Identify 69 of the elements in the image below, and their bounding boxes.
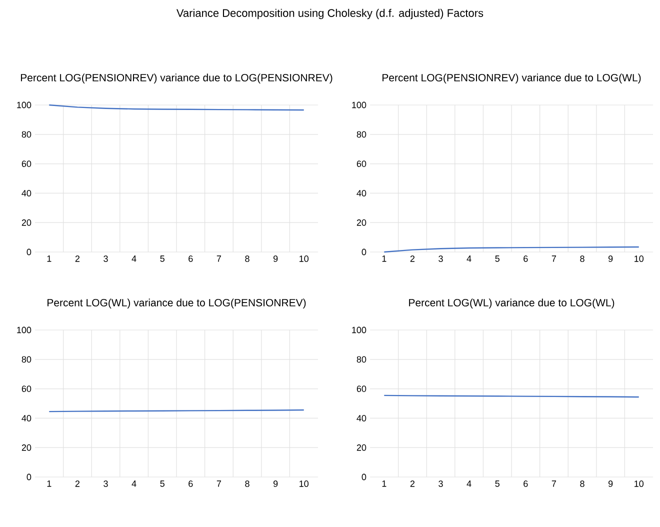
x-tick-label: 3: [104, 480, 108, 487]
x-tick-label: 5: [495, 256, 500, 262]
x-tick-label: 3: [438, 256, 443, 262]
x-tick-label: 2: [410, 480, 415, 487]
x-tick-label: 4: [132, 480, 136, 487]
x-tick-label: 2: [410, 256, 415, 262]
y-tick-label: 40: [22, 190, 32, 196]
y-tick-label: 0: [26, 474, 32, 480]
y-tick-label: 80: [22, 356, 32, 363]
x-tick-label: 1: [47, 480, 52, 487]
x-tick-label: 8: [245, 480, 250, 487]
y-tick-label: 20: [22, 444, 32, 451]
y-tick-label: 60: [356, 386, 366, 392]
chart-title: Percent LOG(PENSIONREV) variance due to LOG(PENSIONREV): [20, 74, 332, 84]
x-tick-label: 10: [300, 256, 309, 262]
y-tick-label: 0: [26, 248, 32, 256]
x-tick-label: 9: [273, 256, 278, 262]
x-tick-label: 1: [382, 256, 386, 262]
y-tick-label: 100: [17, 326, 32, 334]
x-tick-label: 7: [216, 480, 222, 487]
y-tick-label: 40: [356, 190, 366, 196]
x-tick-label: 5: [160, 256, 164, 262]
y-tick-label: 20: [22, 219, 32, 226]
y-tick-label: 100: [17, 102, 32, 108]
x-tick-label: 6: [524, 480, 528, 487]
chart-title: Percent LOG(PENSIONREV) variance due to LOG(WL): [382, 74, 641, 84]
x-tick-label: 3: [104, 256, 108, 262]
x-tick-label: 4: [466, 256, 472, 262]
x-tick-label: 10: [300, 480, 309, 487]
y-tick-label: 100: [352, 102, 366, 108]
text: Variance Decomposition using Cholesky (d.f. adjusted) Factors: [176, 8, 484, 20]
x-tick-label: 4: [466, 480, 472, 487]
x-tick-label: 9: [608, 256, 613, 262]
x-tick-label: 8: [580, 480, 584, 487]
x-tick-label: 7: [216, 256, 222, 262]
y-tick-label: 80: [356, 131, 366, 138]
x-tick-label: 4: [132, 256, 136, 262]
chart-title: Percent LOG(WL) variance due to LOG(PENSIONREV): [48, 298, 306, 308]
x-tick-label: 5: [495, 480, 500, 487]
x-tick-label: 6: [188, 256, 193, 262]
y-tick-label: 20: [356, 219, 366, 226]
x-tick-label: 8: [245, 256, 250, 262]
y-tick-label: 100: [352, 326, 366, 334]
x-tick-label: 9: [608, 480, 613, 487]
x-tick-label: 6: [188, 480, 193, 487]
x-tick-label: 8: [580, 256, 584, 262]
chart-title: Percent LOG(WL) variance due to LOG(WL): [409, 298, 614, 308]
y-tick-label: 0: [362, 248, 366, 256]
x-tick-label: 7: [552, 480, 556, 487]
x-tick-label: 3: [438, 480, 443, 487]
x-tick-label: 9: [273, 480, 278, 487]
x-tick-label: 2: [75, 256, 80, 262]
x-tick-label: 6: [524, 256, 528, 262]
y-tick-label: 80: [22, 131, 32, 138]
x-tick-label: 5: [160, 480, 164, 487]
x-tick-label: 2: [75, 480, 80, 487]
x-tick-label: 1: [382, 480, 386, 487]
x-tick-label: 10: [634, 480, 644, 487]
y-tick-label: 40: [22, 415, 32, 422]
y-tick-label: 20: [356, 444, 366, 451]
y-tick-label: 60: [22, 160, 32, 167]
y-tick-label: 60: [356, 160, 366, 167]
y-tick-label: 60: [22, 386, 32, 392]
y-tick-label: 40: [356, 415, 366, 422]
y-tick-label: 80: [356, 356, 366, 363]
x-tick-label: 1: [47, 256, 52, 262]
y-tick-label: 0: [362, 474, 366, 480]
x-tick-label: 10: [634, 256, 644, 262]
x-tick-label: 7: [552, 256, 556, 262]
